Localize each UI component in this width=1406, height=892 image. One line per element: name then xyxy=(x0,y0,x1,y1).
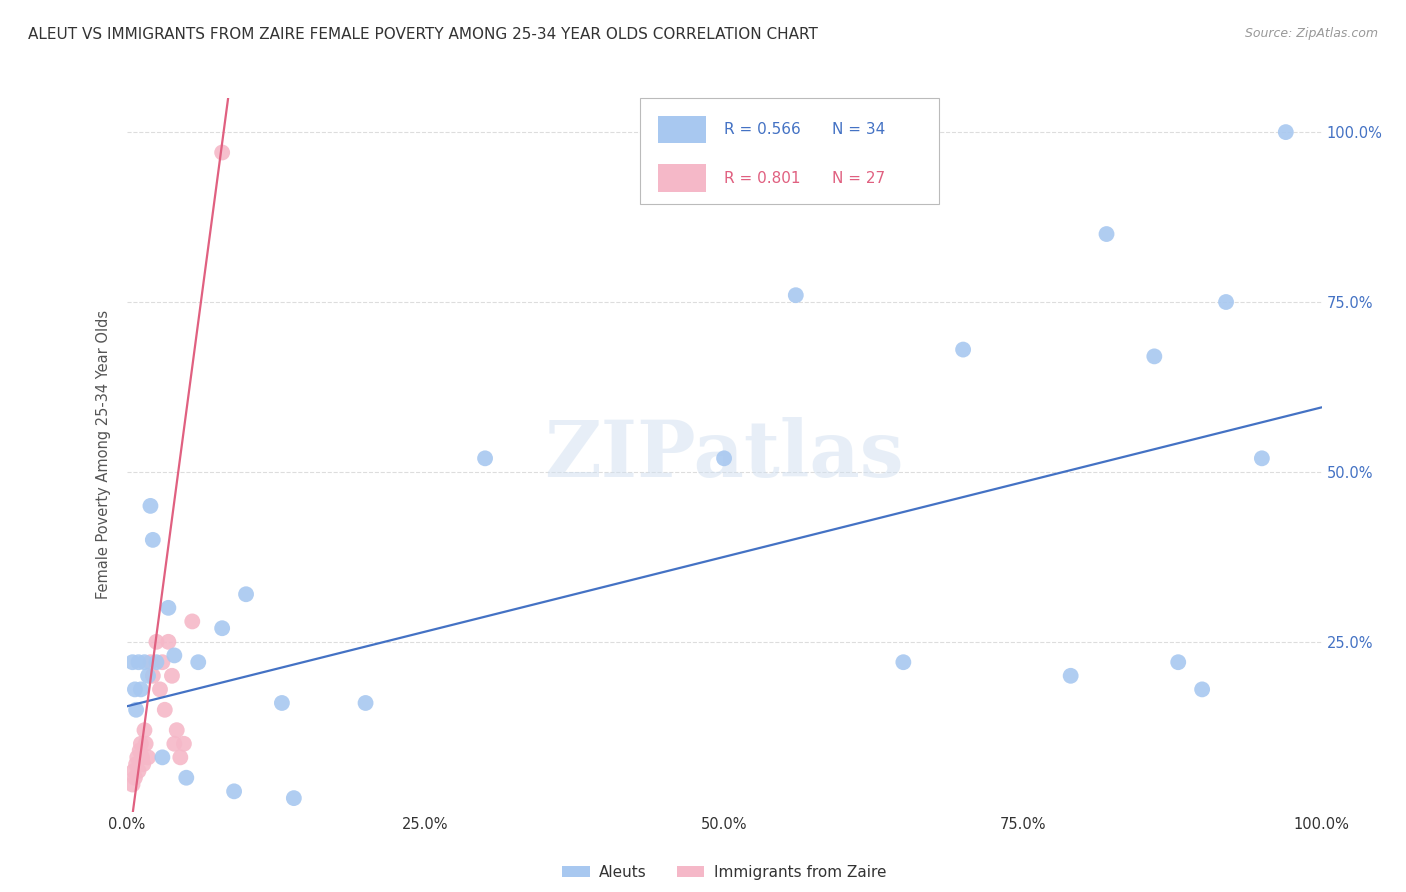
FancyBboxPatch shape xyxy=(640,98,939,203)
Point xyxy=(235,587,257,601)
Point xyxy=(124,682,146,697)
Point xyxy=(127,764,149,778)
Point xyxy=(136,669,159,683)
Point xyxy=(169,750,191,764)
Text: N = 34: N = 34 xyxy=(831,122,884,137)
Point xyxy=(128,743,150,757)
Point xyxy=(136,750,159,764)
Point xyxy=(160,669,183,683)
Point xyxy=(211,145,233,160)
Point xyxy=(121,655,143,669)
Text: R = 0.566: R = 0.566 xyxy=(724,122,801,137)
Point xyxy=(142,533,165,547)
Point xyxy=(1250,451,1272,466)
Point xyxy=(174,771,197,785)
Point xyxy=(157,600,180,615)
Bar xyxy=(658,164,706,192)
Text: N = 27: N = 27 xyxy=(831,170,884,186)
Point xyxy=(149,682,172,697)
Point xyxy=(125,703,148,717)
Text: Source: ZipAtlas.com: Source: ZipAtlas.com xyxy=(1244,27,1378,40)
Point xyxy=(181,615,204,629)
Point xyxy=(270,696,294,710)
Bar xyxy=(658,116,706,143)
Point xyxy=(1167,655,1189,669)
Point xyxy=(354,696,377,710)
Point xyxy=(121,778,143,792)
Point xyxy=(211,621,233,635)
Point xyxy=(139,499,162,513)
Y-axis label: Female Poverty Among 25-34 Year Olds: Female Poverty Among 25-34 Year Olds xyxy=(96,310,111,599)
Point xyxy=(163,737,186,751)
Point xyxy=(785,288,807,302)
Point xyxy=(1191,682,1213,697)
Point xyxy=(283,791,305,805)
Point xyxy=(139,655,162,669)
Point xyxy=(157,635,180,649)
Point xyxy=(173,737,195,751)
Point xyxy=(713,451,735,466)
Point xyxy=(474,451,496,466)
Point xyxy=(1215,295,1237,310)
Point xyxy=(150,655,174,669)
Point xyxy=(132,757,155,772)
Point xyxy=(1274,125,1296,139)
Point xyxy=(952,343,974,357)
Point xyxy=(127,750,149,764)
Text: ZIPatlas: ZIPatlas xyxy=(544,417,904,493)
Point xyxy=(187,655,209,669)
Point xyxy=(131,750,153,764)
Text: ALEUT VS IMMIGRANTS FROM ZAIRE FEMALE POVERTY AMONG 25-34 YEAR OLDS CORRELATION : ALEUT VS IMMIGRANTS FROM ZAIRE FEMALE PO… xyxy=(28,27,818,42)
Point xyxy=(1095,227,1118,241)
Point xyxy=(150,750,174,764)
Point xyxy=(142,669,165,683)
Point xyxy=(135,737,157,751)
Text: R = 0.801: R = 0.801 xyxy=(724,170,800,186)
Point xyxy=(134,723,156,738)
Legend: Aleuts, Immigrants from Zaire: Aleuts, Immigrants from Zaire xyxy=(555,859,893,886)
Point xyxy=(166,723,188,738)
Point xyxy=(222,784,246,798)
Point xyxy=(891,655,914,669)
Point xyxy=(1060,669,1083,683)
Point xyxy=(134,655,156,669)
Point xyxy=(122,764,145,778)
Point xyxy=(129,682,152,697)
Point xyxy=(163,648,186,663)
Point xyxy=(124,771,146,785)
Point xyxy=(125,757,148,772)
Point xyxy=(129,737,152,751)
Point xyxy=(153,703,176,717)
Point xyxy=(1143,350,1166,364)
Point xyxy=(145,635,167,649)
Point xyxy=(127,655,149,669)
Point xyxy=(145,655,167,669)
